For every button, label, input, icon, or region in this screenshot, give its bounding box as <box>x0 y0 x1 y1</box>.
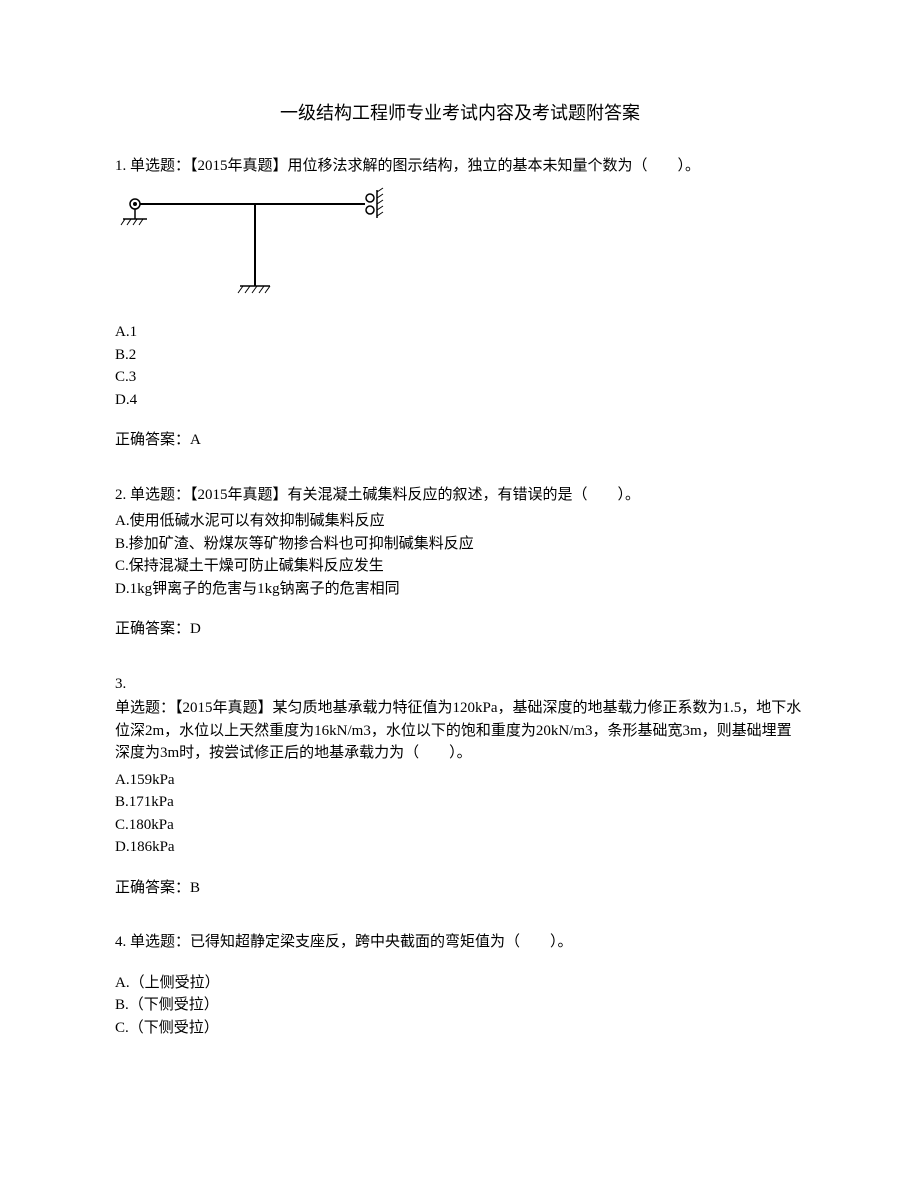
question-3-number: 3. <box>115 673 805 696</box>
option-d: D.186kPa <box>115 836 805 859</box>
question-3-options: A.159kPa B.171kPa C.180kPa D.186kPa <box>115 769 805 859</box>
page-title: 一级结构工程师专业考试内容及考试题附答案 <box>115 100 805 127</box>
option-d: D.4 <box>115 389 805 412</box>
question-1: 1. 单选题：【2015年真题】用位移法求解的图示结构，独立的基本未知量个数为（… <box>115 155 805 452</box>
question-2-options: A.使用低碱水泥可以有效抑制碱集料反应 B.掺加矿渣、粉煤灰等矿物掺合料也可抑制… <box>115 510 805 600</box>
question-1-answer: 正确答案：A <box>115 429 805 452</box>
question-1-text: 1. 单选题：【2015年真题】用位移法求解的图示结构，独立的基本未知量个数为（… <box>115 155 805 178</box>
question-3-text: 单选题：【2015年真题】某匀质地基承载力特征值为120kPa，基础深度的地基载… <box>115 697 805 765</box>
question-1-diagram <box>115 186 805 314</box>
question-3: 3. 单选题：【2015年真题】某匀质地基承载力特征值为120kPa，基础深度的… <box>115 673 805 900</box>
option-c: C.3 <box>115 366 805 389</box>
question-3-answer: 正确答案：B <box>115 877 805 900</box>
option-b: B.171kPa <box>115 791 805 814</box>
option-a: A.1 <box>115 321 805 344</box>
option-b: B.（下侧受拉） <box>115 994 805 1017</box>
question-2: 2. 单选题：【2015年真题】有关混凝土碱集料反应的叙述，有错误的是（ ）。 … <box>115 484 805 641</box>
question-4-options: A.（上侧受拉） B.（下侧受拉） C.（下侧受拉） <box>115 972 805 1040</box>
option-c: C.（下侧受拉） <box>115 1017 805 1040</box>
option-b: B.掺加矿渣、粉煤灰等矿物掺合料也可抑制碱集料反应 <box>115 533 805 556</box>
option-a: A.使用低碱水泥可以有效抑制碱集料反应 <box>115 510 805 533</box>
option-c: C.保持混凝土干燥可防止碱集料反应发生 <box>115 555 805 578</box>
question-1-options: A.1 B.2 C.3 D.4 <box>115 321 805 411</box>
question-2-text: 2. 单选题：【2015年真题】有关混凝土碱集料反应的叙述，有错误的是（ ）。 <box>115 484 805 507</box>
option-b: B.2 <box>115 344 805 367</box>
question-4: 4. 单选题：已得知超静定梁支座反，跨中央截面的弯矩值为（ ）。 A.（上侧受拉… <box>115 931 805 1039</box>
question-4-text: 4. 单选题：已得知超静定梁支座反，跨中央截面的弯矩值为（ ）。 <box>115 931 805 954</box>
question-2-answer: 正确答案：D <box>115 618 805 641</box>
option-c: C.180kPa <box>115 814 805 837</box>
option-d: D.1kg钾离子的危害与1kg钠离子的危害相同 <box>115 578 805 601</box>
option-a: A.159kPa <box>115 769 805 792</box>
option-a: A.（上侧受拉） <box>115 972 805 995</box>
